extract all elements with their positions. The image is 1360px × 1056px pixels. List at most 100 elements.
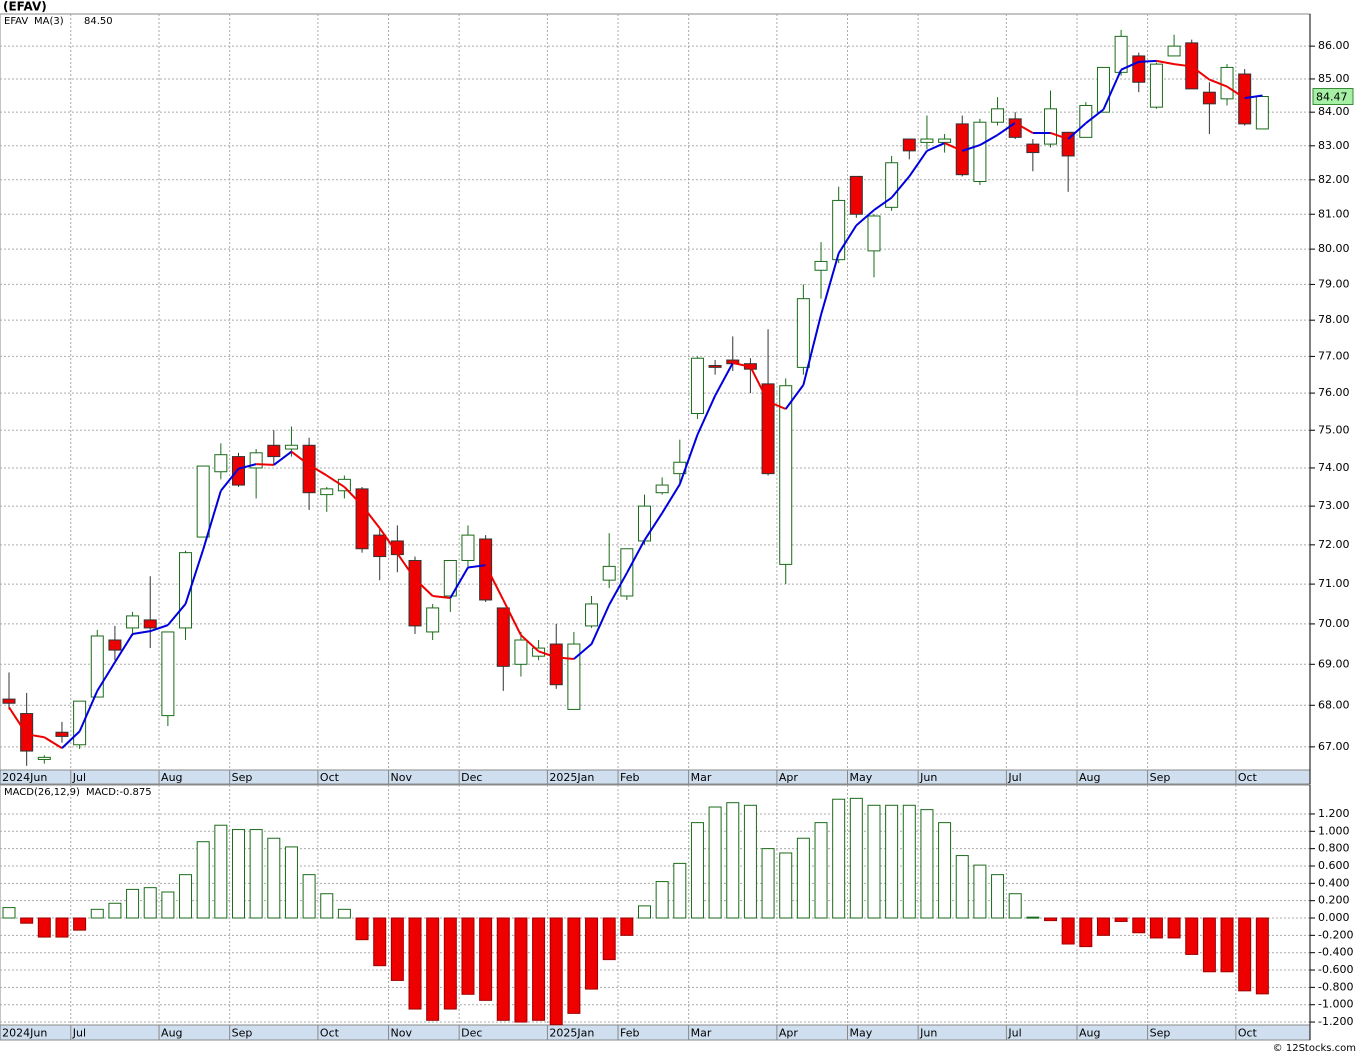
ma-line xyxy=(820,253,840,316)
y-tick-label: 72.00 xyxy=(1318,538,1350,551)
candle-body xyxy=(479,538,493,601)
bar xyxy=(1044,917,1058,922)
bar xyxy=(1202,917,1216,973)
bar xyxy=(902,804,916,919)
ma-line xyxy=(1244,94,1263,100)
ma-line xyxy=(944,142,963,152)
bar xyxy=(479,917,493,1001)
ma-line xyxy=(749,366,769,403)
ma-line xyxy=(484,564,505,601)
ma-line xyxy=(643,512,663,541)
x-tick-label: 2024Jun xyxy=(2,771,47,784)
ma-line xyxy=(96,661,116,692)
bar xyxy=(938,822,952,919)
ma-line xyxy=(767,400,787,410)
ma-line xyxy=(661,483,681,514)
candle-body xyxy=(920,138,934,143)
candle-body xyxy=(655,484,669,494)
x-tick-label: Jul xyxy=(1007,1027,1021,1040)
legend-value: 84.50 xyxy=(84,16,113,27)
ma-line xyxy=(256,463,274,466)
candle-body xyxy=(761,383,775,475)
ma-line xyxy=(1138,59,1157,63)
bar xyxy=(637,905,651,919)
legend-label: EFAV xyxy=(4,16,28,27)
candle-body xyxy=(214,454,228,473)
y-tick-label: 83.00 xyxy=(1318,139,1350,152)
bar xyxy=(814,822,828,919)
candle-body xyxy=(708,365,722,368)
candle-body xyxy=(1255,96,1269,130)
ma-line xyxy=(1120,60,1140,71)
date-strip xyxy=(0,1024,1311,1041)
y-tick-label: 0.600 xyxy=(1318,859,1350,872)
ma-line xyxy=(873,196,893,211)
candle-body xyxy=(585,603,599,627)
candle-body xyxy=(320,488,334,496)
ma-line xyxy=(184,549,205,605)
ma-line xyxy=(202,490,222,550)
candle-body xyxy=(885,162,899,208)
x-tick-label: 2024Jun xyxy=(2,1027,47,1040)
bar xyxy=(443,917,457,1010)
ma-line xyxy=(1085,108,1105,125)
ma-line xyxy=(396,552,416,580)
bar xyxy=(37,917,51,938)
bar xyxy=(426,917,440,1021)
ma-line xyxy=(343,486,363,507)
ma-line xyxy=(855,209,875,227)
ma-line xyxy=(1191,65,1210,81)
bar xyxy=(849,797,863,919)
bar xyxy=(373,917,387,967)
x-tick-label: Mar xyxy=(691,1027,712,1040)
x-tick-label: Oct xyxy=(320,771,340,784)
candle-body xyxy=(231,456,245,486)
ma-line xyxy=(414,578,434,597)
candle-body xyxy=(20,713,34,752)
ma-line xyxy=(361,504,381,529)
bar xyxy=(214,824,228,919)
ma-line xyxy=(502,599,522,636)
y-tick-label: -0.800 xyxy=(1318,980,1353,993)
candle-body xyxy=(902,138,916,152)
ma-line xyxy=(678,434,699,485)
candle-body xyxy=(55,731,69,737)
candle-body xyxy=(337,478,351,492)
x-tick-label: Apr xyxy=(779,1027,799,1040)
y-tick-label: -0.400 xyxy=(1318,946,1353,959)
y-tick-label: 73.00 xyxy=(1318,499,1350,512)
candle-body xyxy=(1044,108,1058,145)
bar xyxy=(726,802,740,919)
candle-body xyxy=(602,565,616,581)
y-tick-label: 77.00 xyxy=(1318,349,1350,362)
ma-line xyxy=(926,142,945,152)
bar xyxy=(955,855,969,919)
bar xyxy=(779,852,793,919)
bar xyxy=(920,809,934,919)
candle-body xyxy=(90,635,104,698)
bar xyxy=(1149,917,1163,939)
y-tick-label: -1.200 xyxy=(1318,1015,1353,1028)
x-tick-label: Jun xyxy=(919,1027,937,1040)
candle-body xyxy=(496,607,510,667)
ma-line xyxy=(1209,78,1228,88)
ma-line xyxy=(890,175,911,199)
y-tick-label: 70.00 xyxy=(1318,617,1350,630)
bar xyxy=(20,917,34,924)
x-tick-label: Dec xyxy=(461,1027,482,1040)
bar xyxy=(408,917,422,1010)
ma-line xyxy=(784,384,805,410)
ma-line xyxy=(132,630,151,635)
candle-body xyxy=(637,505,651,542)
bar xyxy=(231,829,245,919)
bar xyxy=(620,917,634,936)
x-tick-label: Jun xyxy=(919,771,937,784)
ma-line xyxy=(625,539,646,574)
x-tick-label: Oct xyxy=(1238,771,1258,784)
candle-body xyxy=(796,298,810,368)
ma-line xyxy=(449,567,469,599)
y-tick-label: -0.600 xyxy=(1318,963,1353,976)
ma-line xyxy=(220,468,240,492)
bar xyxy=(655,881,669,919)
